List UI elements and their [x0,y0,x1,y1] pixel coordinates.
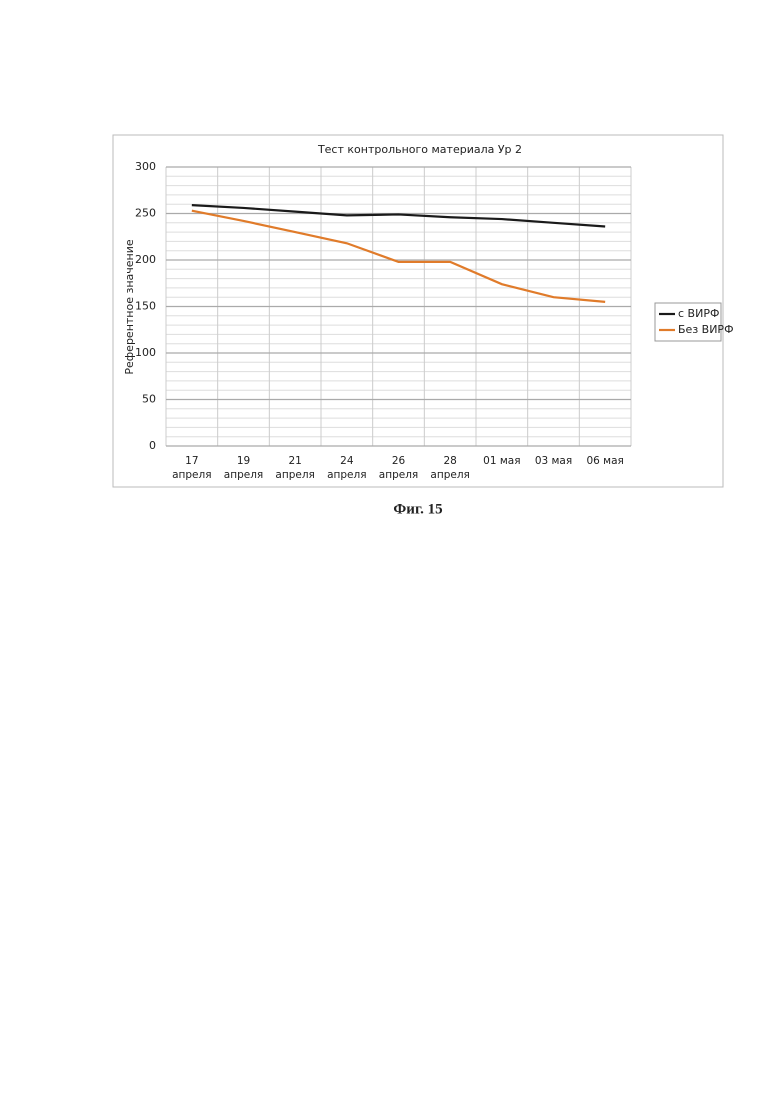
y-tick-label: 200 [135,253,156,266]
x-tick-label: 06 мая [583,454,627,468]
x-tick-label: 17 апреля [170,454,214,482]
y-tick-label: 50 [142,393,156,406]
x-tick-label: 19 апреля [222,454,266,482]
page: Тест контрольного материала Ур 2 Референ… [0,0,780,1103]
x-tick-label: 21 апреля [273,454,317,482]
y-tick-label: 100 [135,346,156,359]
figure-caption: Фиг. 15 [393,501,442,517]
x-tick-label: 24 апреля [325,454,369,482]
chart-title: Тест контрольного материала Ур 2 [317,143,522,156]
x-tick-label: 28 апреля [428,454,472,482]
y-tick-label: 250 [135,207,156,220]
y-tick-label: 0 [149,439,156,452]
x-tick-label: 03 мая [532,454,576,468]
legend-label: с ВИРФ [678,307,719,320]
y-tick-label: 150 [135,300,156,313]
x-tick-label: 01 мая [480,454,524,468]
x-tick-label: 26 апреля [377,454,421,482]
chart: Тест контрольного материала Ур 2 Референ… [0,0,780,1103]
y-tick-label: 300 [135,160,156,173]
legend-label: Без ВИРФ [678,323,734,336]
